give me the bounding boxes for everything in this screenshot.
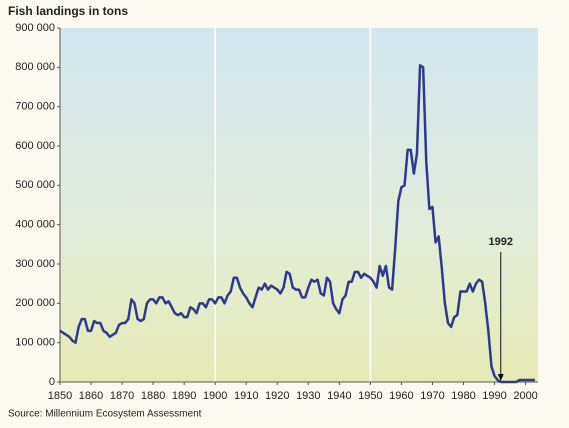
y-tick-label: 600 000 [15, 140, 55, 152]
y-tick-label: 800 000 [15, 61, 55, 73]
y-tick-label: 900 000 [15, 22, 55, 34]
x-tick-label: 1880 [141, 390, 165, 402]
y-tick-label: 200 000 [15, 297, 55, 309]
x-tick-label: 1870 [110, 390, 134, 402]
plot-area [60, 28, 538, 382]
annotation-label: 1992 [489, 236, 513, 248]
x-tick-label: 1940 [327, 390, 351, 402]
x-tick-label: 1890 [172, 390, 196, 402]
x-tick-label: 1950 [358, 390, 382, 402]
arrow-head [497, 374, 504, 381]
x-tick-label: 1850 [48, 390, 72, 402]
x-tick-label: 2000 [513, 390, 537, 402]
x-tick-label: 1970 [420, 390, 444, 402]
x-tick-label: 1930 [296, 390, 320, 402]
x-tick-label: 1900 [203, 390, 227, 402]
x-tick-label: 1910 [234, 390, 258, 402]
chart-title: Fish landings in tons [8, 4, 128, 18]
y-tick-label: 0 [49, 376, 55, 388]
x-tick-label: 1980 [451, 390, 475, 402]
source: Source: Millennium Ecosystem Assessment [8, 409, 202, 420]
x-tick-label: 1990 [482, 390, 506, 402]
x-tick-label: 1860 [79, 390, 103, 402]
y-tick-label: 400 000 [15, 219, 55, 231]
x-tick-label: 1960 [389, 390, 413, 402]
series-line [59, 64, 535, 384]
y-tick-label: 700 000 [15, 101, 55, 113]
y-tick-label: 300 000 [15, 258, 55, 270]
y-tick-label: 500 000 [15, 179, 55, 191]
y-tick-label: 100 000 [15, 337, 55, 349]
x-tick-label: 1920 [265, 390, 289, 402]
